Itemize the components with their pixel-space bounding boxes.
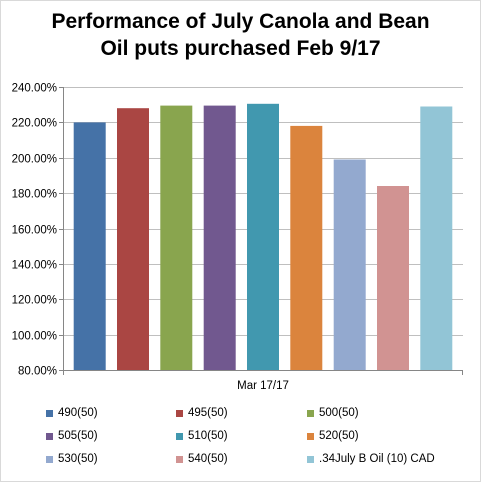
legend-swatch xyxy=(46,409,53,417)
legend-label: 500(50) xyxy=(319,407,359,419)
chart-title-line-2: Oil puts purchased Feb 9/17 xyxy=(100,37,381,60)
y-tick-label: 200.00% xyxy=(12,154,57,166)
bar-495-50 xyxy=(117,108,149,370)
y-tick-label: 160.00% xyxy=(12,225,57,237)
chart-legend: 490(50) 495(50) 500(50) 505(50) 510(50) 520(5… xyxy=(46,405,466,467)
legend-label: 510(50) xyxy=(188,430,228,442)
y-tick-label: 100.00% xyxy=(12,331,57,343)
y-tick-label: 180.00% xyxy=(12,189,57,201)
bar-505-50 xyxy=(203,105,236,370)
legend-item: 530(50) xyxy=(46,451,176,467)
legend-item: 490(50) xyxy=(46,405,176,421)
legend-swatch xyxy=(176,432,183,440)
bar-510-50 xyxy=(247,103,279,371)
legend-swatch xyxy=(307,432,314,440)
bar-530-50 xyxy=(333,159,366,370)
x-category-label: Mar 17/17 xyxy=(237,380,289,392)
legend-label: .34July B Oil (10) CAD xyxy=(319,453,435,465)
legend-label: 495(50) xyxy=(188,407,228,419)
bar-520-50 xyxy=(290,125,323,371)
legend-item: 495(50) xyxy=(176,405,307,421)
bar-34july-b-oil-10-cad xyxy=(420,106,453,370)
legend-label: 505(50) xyxy=(58,430,98,442)
y-tick-label: 80.00% xyxy=(18,366,57,378)
legend-item: .34July B Oil (10) CAD xyxy=(307,451,466,467)
legend-label: 490(50) xyxy=(58,407,98,419)
legend-item: 520(50) xyxy=(307,428,466,444)
y-tick-label: 120.00% xyxy=(12,295,57,307)
legend-item: 505(50) xyxy=(46,428,176,444)
legend-label: 540(50) xyxy=(188,453,228,465)
legend-swatch xyxy=(176,409,183,417)
y-tick-label: 140.00% xyxy=(12,260,57,272)
y-tick-label: 240.00% xyxy=(12,83,57,95)
bar-540-50 xyxy=(377,186,409,370)
legend-swatch xyxy=(46,432,53,440)
bar-490-50 xyxy=(73,122,106,371)
legend-swatch xyxy=(307,409,314,417)
legend-swatch xyxy=(176,455,183,463)
bar-500-50 xyxy=(160,105,193,370)
chart-title-line-1: Performance of July Canola and Bean xyxy=(51,10,430,33)
legend-label: 520(50) xyxy=(319,430,359,442)
legend-swatch xyxy=(46,455,53,463)
y-tick-label: 220.00% xyxy=(12,118,57,130)
legend-item: 540(50) xyxy=(176,451,307,467)
legend-item: 510(50) xyxy=(176,428,307,444)
legend-item: 500(50) xyxy=(307,405,466,421)
chart-title: Performance of July Canola and Bean Oil … xyxy=(0,8,481,62)
legend-swatch xyxy=(307,455,314,463)
legend-label: 530(50) xyxy=(58,453,98,465)
